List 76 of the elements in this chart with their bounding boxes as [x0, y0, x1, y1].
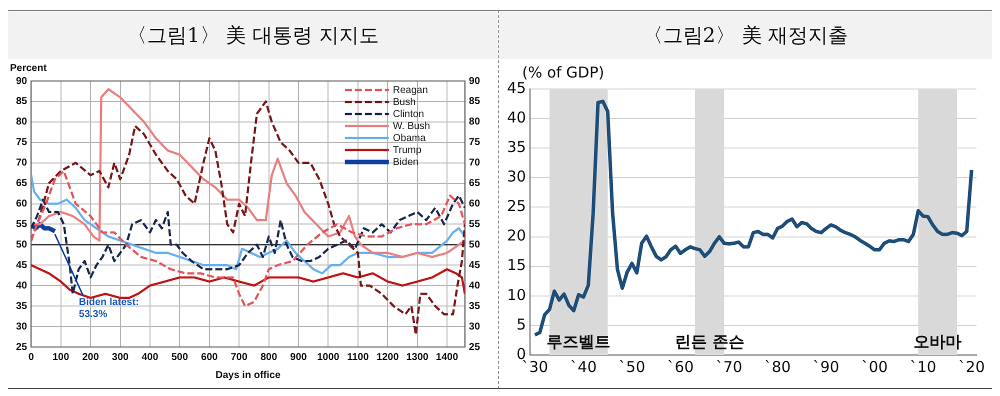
y-tick-label: 75: [16, 137, 28, 148]
x-tick-label: 1400: [436, 352, 459, 363]
y-tick-label: 25: [506, 197, 526, 216]
y2-tick-label: 85: [468, 96, 480, 108]
y-tick-label: 55: [16, 218, 28, 230]
legend-label: Reagan: [392, 84, 428, 96]
x-tick-label: 400: [142, 352, 159, 363]
y-tick-label: 40: [506, 108, 526, 126]
x-tick-label: 900: [290, 352, 308, 363]
y2-tick-label: 30: [468, 321, 480, 332]
x-tick-label: `10: [910, 358, 936, 376]
x-tick-label: `50: [618, 358, 646, 376]
y2-tick-label: 90: [468, 76, 480, 87]
legend-label: W. Bush: [392, 120, 430, 132]
y2-tick-label: 70: [468, 158, 480, 169]
y-tick-label: 35: [16, 300, 28, 312]
y2-tick-label: 50: [468, 239, 480, 250]
x-tick-label: 1000: [317, 352, 340, 363]
y-tick-label: 10: [506, 286, 526, 304]
x-tick-label: `20: [958, 358, 985, 376]
annotation: Biden latest: 53.3%: [78, 296, 139, 320]
y-axis-title: (% of GDP): [522, 63, 604, 82]
y-tick-label: 25: [16, 342, 28, 353]
x-tick-label: `70: [716, 358, 742, 376]
band-label: 오바마: [914, 332, 962, 352]
x-axis-title: Days in office: [215, 370, 281, 381]
y-tick-label: 70: [16, 158, 28, 169]
y-tick-label: 85: [16, 96, 28, 108]
y-tick-label: 45: [506, 78, 526, 97]
x-tick-label: 100: [52, 352, 70, 363]
y2-tick-label: 75: [468, 137, 480, 148]
x-tick-label: 300: [112, 352, 130, 363]
x-tick-label: `80: [764, 358, 791, 376]
y-tick-label: 80: [16, 116, 28, 128]
x-tick-label: 1200: [376, 352, 400, 363]
x-tick-label: `90: [812, 358, 840, 376]
y-tick-label: 60: [16, 198, 28, 210]
band-label: 린든 존슨: [674, 332, 744, 352]
chart-title: 〈그림1〉 美 대통령 지지도: [8, 10, 498, 59]
legend-label: Obama: [392, 132, 426, 144]
x-tick-label: 1300: [406, 352, 429, 363]
y-tick-label: 20: [506, 226, 526, 245]
x-tick-label: `00: [861, 358, 888, 376]
band-label: 루즈벨트: [546, 332, 611, 352]
legend-label: Trump: [392, 144, 422, 156]
y2-tick-label: 45: [468, 260, 480, 271]
y-tick-label: 50: [16, 239, 28, 250]
y-tick-label: 5: [516, 315, 526, 334]
chart-title: 〈그림2〉 美 재정지출: [499, 10, 992, 59]
legend-label: Biden: [392, 156, 418, 168]
y-tick-label: 65: [16, 178, 28, 190]
x-tick-label: 600: [201, 352, 218, 363]
y2-tick-label: 25: [468, 342, 480, 353]
y-tick-label: 35: [506, 138, 526, 156]
x-tick-label: 200: [82, 352, 100, 363]
legend-label: Bush: [392, 96, 416, 108]
y-axis-title: Percent: [10, 62, 48, 74]
x-tick-label: 500: [171, 352, 188, 363]
y2-tick-label: 35: [468, 300, 480, 312]
y2-tick-label: 80: [468, 116, 480, 128]
x-tick-label: 1100: [347, 352, 370, 363]
y2-tick-label: 65: [468, 178, 480, 190]
y-tick-label: 30: [16, 321, 28, 332]
y-tick-label: 40: [16, 280, 28, 292]
x-tick-label: `60: [667, 358, 694, 376]
x-tick-label: `40: [570, 358, 597, 376]
legend-label: Clinton: [392, 108, 424, 120]
x-tick-label: 800: [260, 352, 278, 363]
y-tick-label: 30: [506, 168, 526, 186]
y-tick-label: 15: [506, 256, 526, 274]
y2-tick-label: 40: [468, 280, 480, 292]
y2-tick-label: 60: [468, 198, 480, 210]
y2-tick-label: 55: [468, 218, 480, 230]
y-tick-label: 45: [16, 260, 28, 271]
x-tick-label: 700: [230, 352, 248, 363]
y-tick-label: 90: [16, 76, 28, 87]
